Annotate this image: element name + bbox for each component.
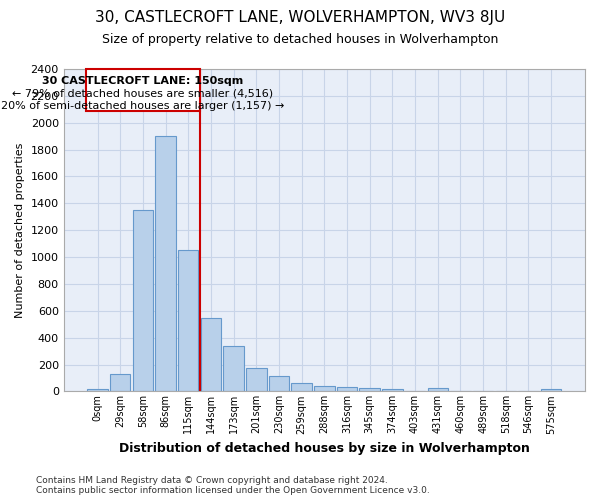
Bar bbox=[269, 376, 289, 392]
Text: 30 CASTLECROFT LANE: 150sqm: 30 CASTLECROFT LANE: 150sqm bbox=[42, 76, 244, 86]
Bar bbox=[314, 386, 335, 392]
Bar bbox=[337, 388, 357, 392]
FancyBboxPatch shape bbox=[86, 69, 200, 110]
Bar bbox=[382, 388, 403, 392]
Text: ← 79% of detached houses are smaller (4,516): ← 79% of detached houses are smaller (4,… bbox=[13, 89, 274, 99]
Text: Contains HM Land Registry data © Crown copyright and database right 2024.: Contains HM Land Registry data © Crown c… bbox=[36, 476, 388, 485]
Bar bbox=[88, 388, 108, 392]
Text: 20% of semi-detached houses are larger (1,157) →: 20% of semi-detached houses are larger (… bbox=[1, 100, 284, 110]
Bar bbox=[178, 250, 199, 392]
Bar bbox=[155, 136, 176, 392]
Bar bbox=[110, 374, 130, 392]
Y-axis label: Number of detached properties: Number of detached properties bbox=[15, 142, 25, 318]
Text: 30, CASTLECROFT LANE, WOLVERHAMPTON, WV3 8JU: 30, CASTLECROFT LANE, WOLVERHAMPTON, WV3… bbox=[95, 10, 505, 25]
Bar bbox=[201, 318, 221, 392]
Bar bbox=[541, 388, 562, 392]
Bar bbox=[359, 388, 380, 392]
Text: Contains public sector information licensed under the Open Government Licence v3: Contains public sector information licen… bbox=[36, 486, 430, 495]
Bar bbox=[246, 368, 266, 392]
Bar bbox=[292, 382, 312, 392]
X-axis label: Distribution of detached houses by size in Wolverhampton: Distribution of detached houses by size … bbox=[119, 442, 530, 455]
Bar bbox=[223, 346, 244, 392]
Bar bbox=[133, 210, 153, 392]
Text: Size of property relative to detached houses in Wolverhampton: Size of property relative to detached ho… bbox=[102, 32, 498, 46]
Bar bbox=[428, 388, 448, 392]
